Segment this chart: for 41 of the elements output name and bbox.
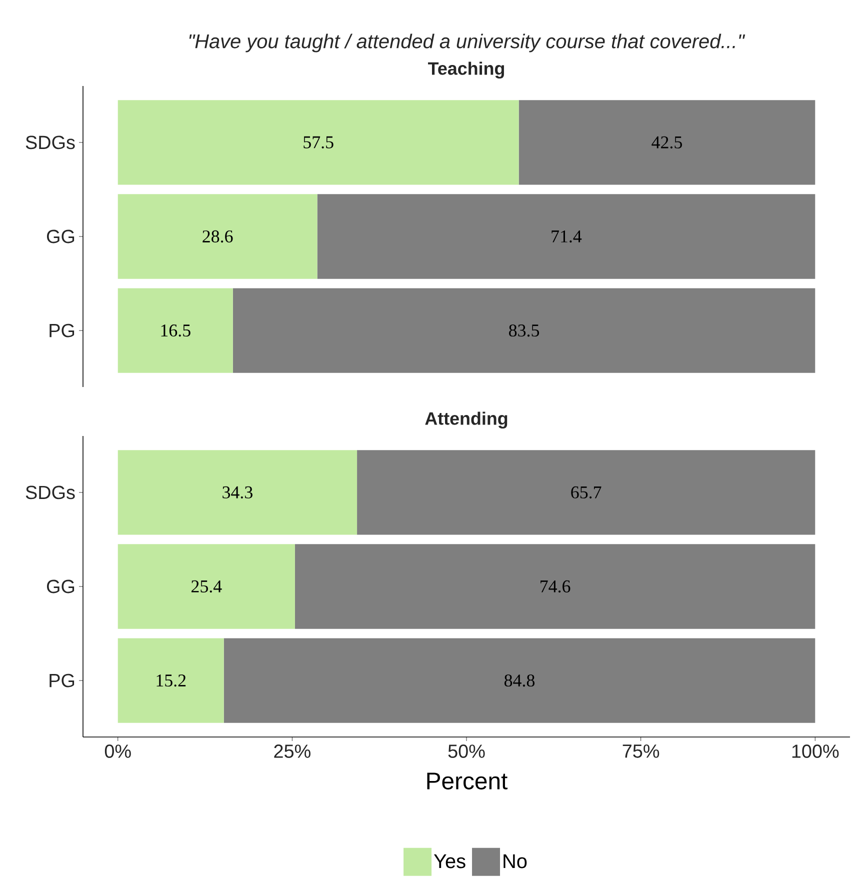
chart-subtitle: Teaching <box>428 62 504 78</box>
data-label: 71.4 <box>552 230 582 243</box>
y-tick-label: GG <box>46 230 74 244</box>
y-tick-label: SDGs <box>26 136 75 150</box>
x-tick-label: 100% <box>792 744 839 758</box>
bar <box>232 288 816 373</box>
y-tick-label: PG <box>50 674 74 688</box>
data-label: 84.8 <box>504 674 534 687</box>
data-label: 28.6 <box>202 230 233 243</box>
data-label: 57.5 <box>304 136 334 148</box>
x-tick-label: 75% <box>622 744 660 758</box>
legend-label: No <box>504 854 527 868</box>
bar <box>118 288 233 373</box>
bar <box>118 544 295 629</box>
bar <box>118 638 224 723</box>
data-label: 16.5 <box>161 324 190 337</box>
x-tick-label: 0% <box>104 744 131 758</box>
chart-title: "Have you taught / attended a university course that covered..." <box>189 34 746 52</box>
bar <box>357 450 816 535</box>
bar <box>294 544 816 629</box>
x-tick-label: 50% <box>448 744 485 758</box>
data-label: 42.5 <box>652 136 682 148</box>
y-tick-label: PG <box>50 324 74 338</box>
bar <box>317 194 816 279</box>
y-tick-label: GG <box>46 580 74 594</box>
bar <box>224 638 816 723</box>
data-label: 65.7 <box>571 486 602 498</box>
data-label: 25.4 <box>192 580 222 593</box>
data-label: 74.6 <box>540 580 570 593</box>
y-tick-label: SDGs <box>26 486 75 500</box>
x-axis-title: Percent <box>427 772 508 790</box>
legend-label: Yes <box>434 854 466 868</box>
bar <box>518 100 816 185</box>
x-tick-label: 25% <box>274 744 310 758</box>
data-label: 15.2 <box>156 674 186 687</box>
data-label: 34.3 <box>222 486 252 498</box>
bar <box>118 450 358 535</box>
bar <box>118 194 318 279</box>
chart-title: Attending <box>425 412 508 428</box>
bar <box>118 100 519 185</box>
data-label: 83.5 <box>509 324 540 337</box>
